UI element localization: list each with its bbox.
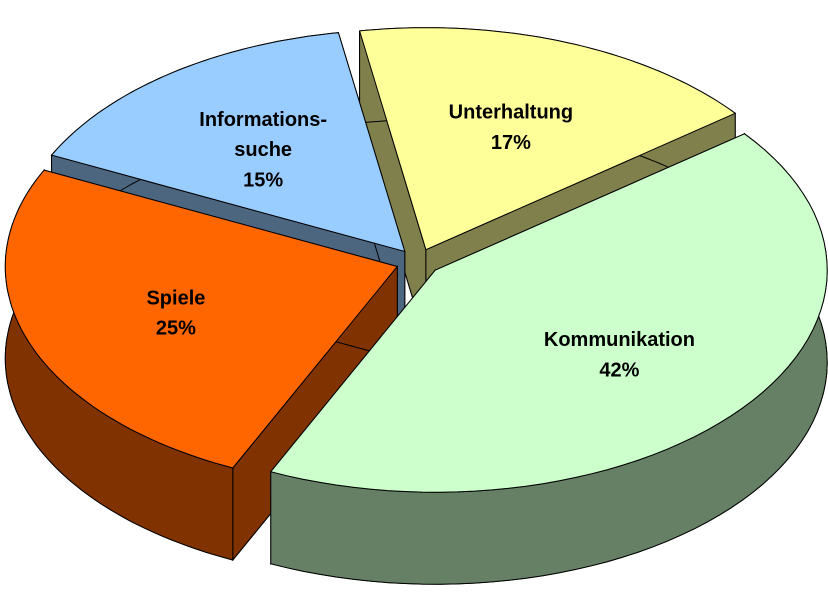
value-label: 15% bbox=[243, 169, 283, 191]
slice-label: Kommunikation bbox=[544, 329, 695, 351]
slice bbox=[358, 27, 737, 251]
label-line: Kommunikation bbox=[544, 329, 695, 351]
label-line: Informations- bbox=[199, 109, 327, 131]
label-line: suche bbox=[234, 139, 292, 161]
slice-label: Unterhaltung bbox=[449, 102, 573, 124]
slice-label: Spiele bbox=[146, 288, 205, 310]
value-label: 42% bbox=[599, 359, 639, 381]
value-label: 17% bbox=[491, 132, 531, 154]
slice bbox=[269, 133, 828, 493]
value-label: 25% bbox=[156, 318, 196, 340]
label-line: Unterhaltung bbox=[449, 102, 573, 124]
slice bbox=[4, 169, 399, 469]
label-line: Spiele bbox=[146, 288, 205, 310]
slice-label: Informations-suche bbox=[199, 109, 327, 161]
slice bbox=[50, 32, 406, 253]
